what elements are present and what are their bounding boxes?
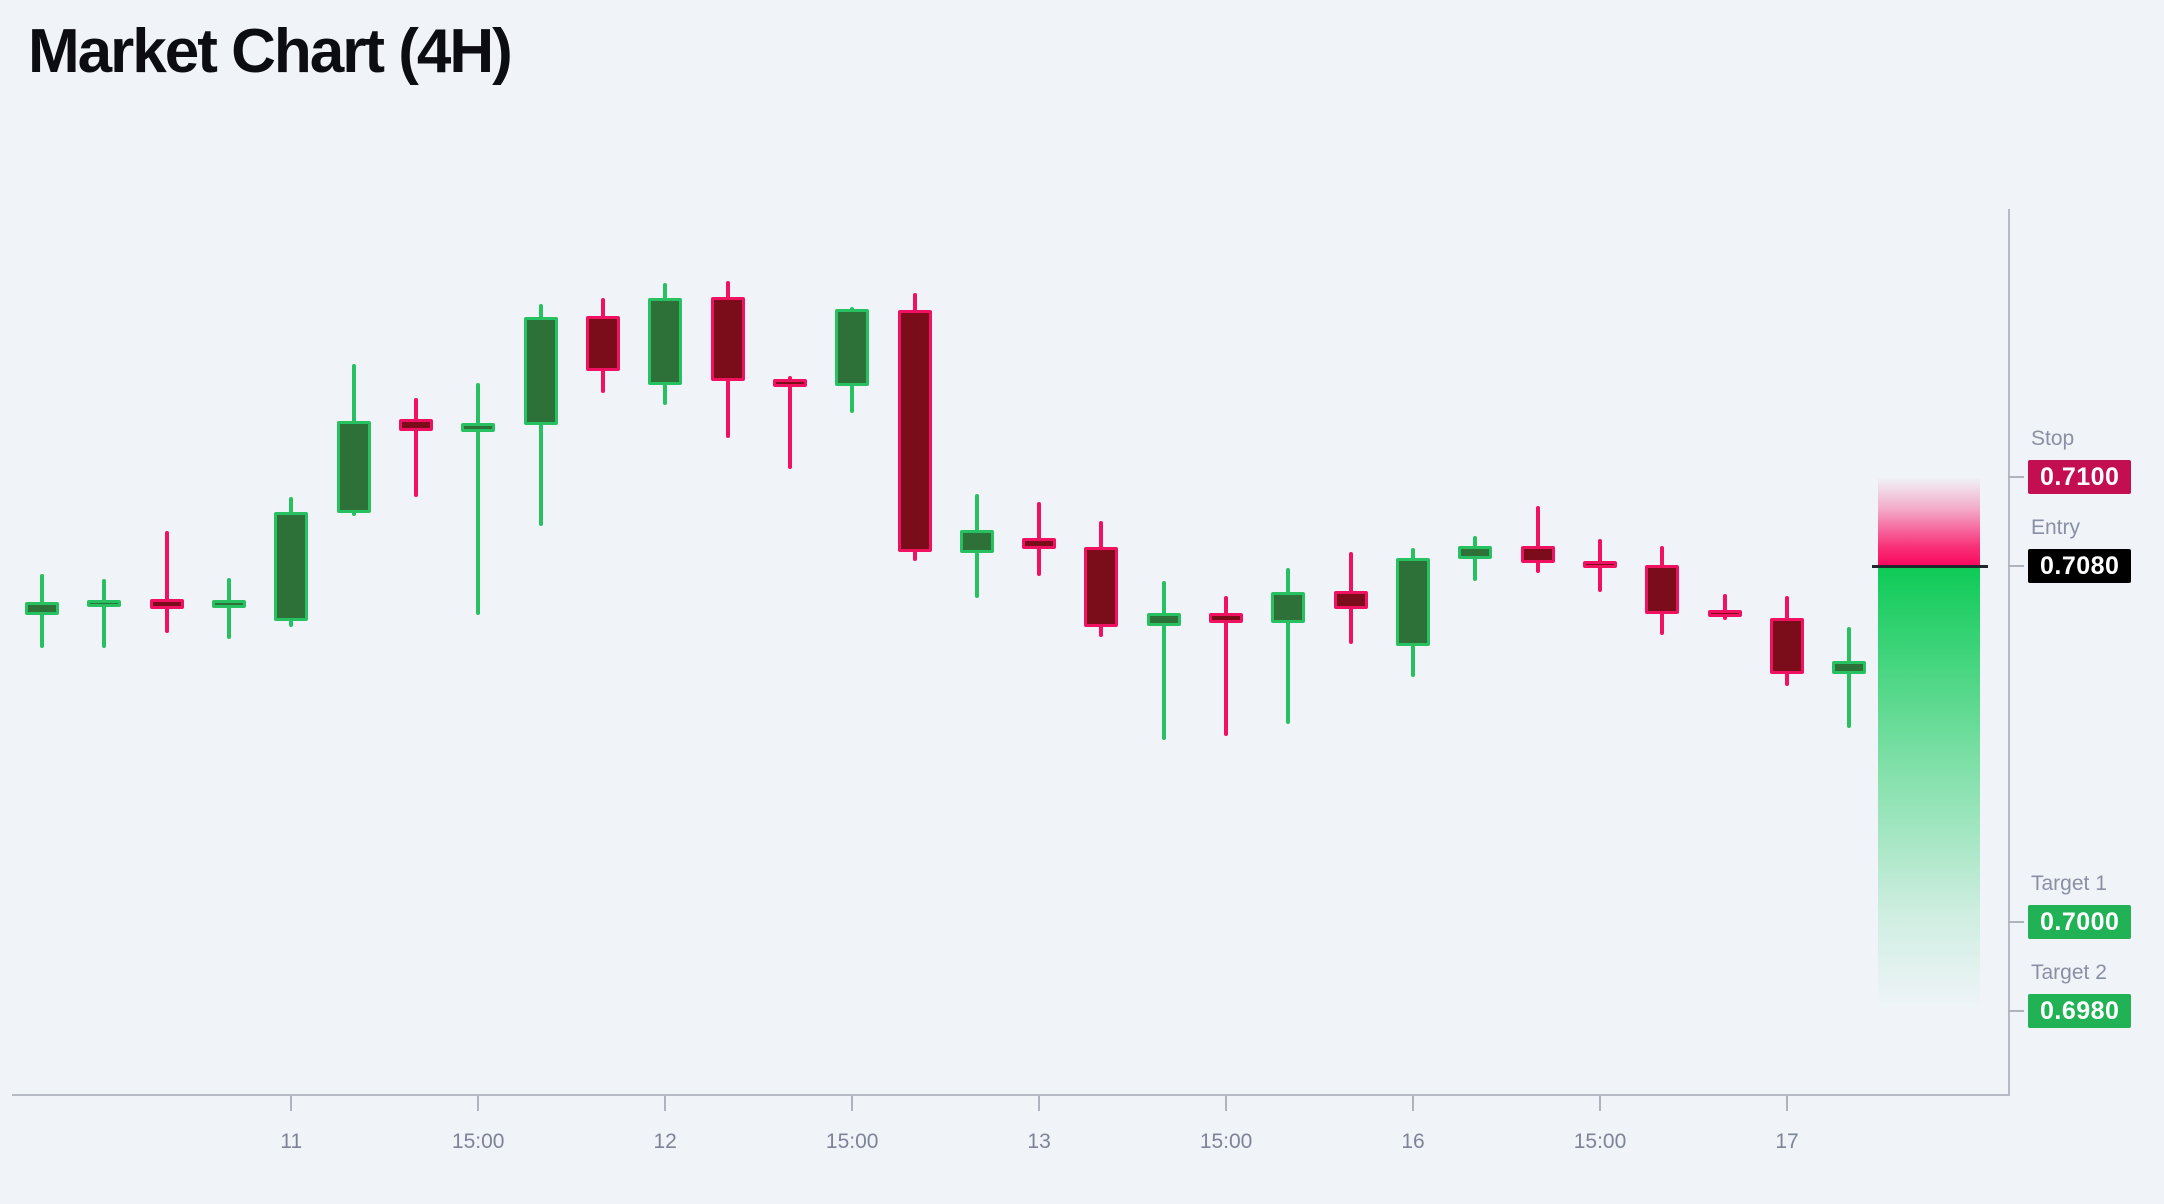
candle-body <box>274 512 309 621</box>
target1-price-badge: 0.7000 <box>2028 905 2132 939</box>
candle-wick <box>1722 594 1727 620</box>
price-level-tick <box>2008 1010 2024 1012</box>
candle-body <box>648 298 683 385</box>
x-axis-tick <box>1038 1096 1041 1111</box>
candle-body <box>1645 565 1680 614</box>
candle-body <box>1458 546 1493 559</box>
x-axis-tick <box>851 1096 854 1111</box>
candle-wick <box>1535 506 1540 573</box>
stop-loss-zone <box>1878 477 1980 566</box>
price-level-tick <box>2008 565 2024 567</box>
x-axis-label: 11 <box>280 1130 303 1153</box>
candle-body <box>1520 546 1555 563</box>
entry-level: Entry 0.7080 <box>2028 516 2132 583</box>
candle-body <box>212 600 246 608</box>
candle-wick <box>1286 568 1291 724</box>
candle-wick <box>413 398 418 497</box>
entry-label: Entry <box>2031 516 2081 539</box>
candle-body <box>585 316 620 371</box>
candle-wick <box>1847 627 1852 728</box>
candle-wick <box>227 578 231 639</box>
x-axis-label: 12 <box>653 1130 677 1153</box>
candle-body <box>959 530 994 553</box>
stop-price-badge: 0.7100 <box>2028 460 2132 494</box>
candle-body <box>897 310 932 552</box>
candle-wick <box>787 376 792 469</box>
time-axis-line <box>12 1094 2010 1096</box>
x-axis-tick <box>477 1096 480 1111</box>
price-axis-line <box>2008 209 2010 1095</box>
take-profit-zone <box>1878 568 1980 1011</box>
candle-body <box>1583 561 1617 568</box>
x-axis-label: 15:00 <box>1573 1130 1627 1153</box>
candle-wick <box>1161 581 1166 740</box>
target2-price-badge: 0.6980 <box>2028 994 2132 1028</box>
stop-label: Stop <box>2031 427 2075 450</box>
candle-body <box>336 421 371 513</box>
candle-body <box>772 379 807 387</box>
candle-body <box>1271 592 1306 623</box>
x-axis-label: 17 <box>1775 1130 1799 1153</box>
x-axis-label: 13 <box>1027 1130 1051 1153</box>
candle-body <box>149 599 184 609</box>
candle-body <box>1396 558 1430 646</box>
candle-body <box>87 600 122 607</box>
stop-level: Stop 0.7100 <box>2028 427 2132 494</box>
x-axis-label: 15:00 <box>825 1130 879 1153</box>
candle-wick <box>1224 596 1229 736</box>
chart-title: Market Chart (4H) <box>28 17 513 86</box>
x-axis-label: 15:00 <box>1199 1130 1253 1153</box>
candle-body <box>1707 610 1742 617</box>
candle-wick <box>164 531 169 633</box>
candle-wick <box>102 579 107 648</box>
candle-body <box>523 317 558 425</box>
candle-body <box>25 602 59 615</box>
x-axis-tick <box>290 1096 293 1111</box>
target1-level: Target 1 0.7000 <box>2028 872 2132 939</box>
candle-body <box>1084 547 1119 627</box>
target1-label: Target 1 <box>2031 872 2107 895</box>
x-axis-tick <box>1786 1096 1788 1111</box>
x-axis-tick <box>1599 1096 1601 1111</box>
x-axis-tick <box>664 1096 667 1111</box>
candle-body <box>1770 618 1804 674</box>
x-axis-label: 16 <box>1401 1130 1425 1153</box>
candle-body <box>1333 591 1368 609</box>
price-level-tick <box>2008 476 2024 478</box>
entry-price-badge: 0.7080 <box>2028 549 2132 583</box>
candle-body <box>710 297 745 381</box>
target2-label: Target 2 <box>2031 961 2107 984</box>
candle-body <box>1209 613 1244 623</box>
candle-wick <box>476 383 481 615</box>
target2-level: Target 2 0.6980 <box>2028 961 2132 1028</box>
candle-body <box>1832 661 1867 674</box>
entry-price-line <box>1872 565 1988 568</box>
x-axis-tick <box>1412 1096 1414 1111</box>
candle-body <box>1146 613 1181 626</box>
x-axis-tick <box>1225 1096 1228 1111</box>
x-axis-label: 15:00 <box>451 1130 505 1153</box>
candle-body <box>835 309 870 386</box>
candle-body <box>1022 538 1057 549</box>
candle-body <box>461 423 496 432</box>
candle-body <box>398 419 433 431</box>
price-level-tick <box>2008 921 2024 923</box>
